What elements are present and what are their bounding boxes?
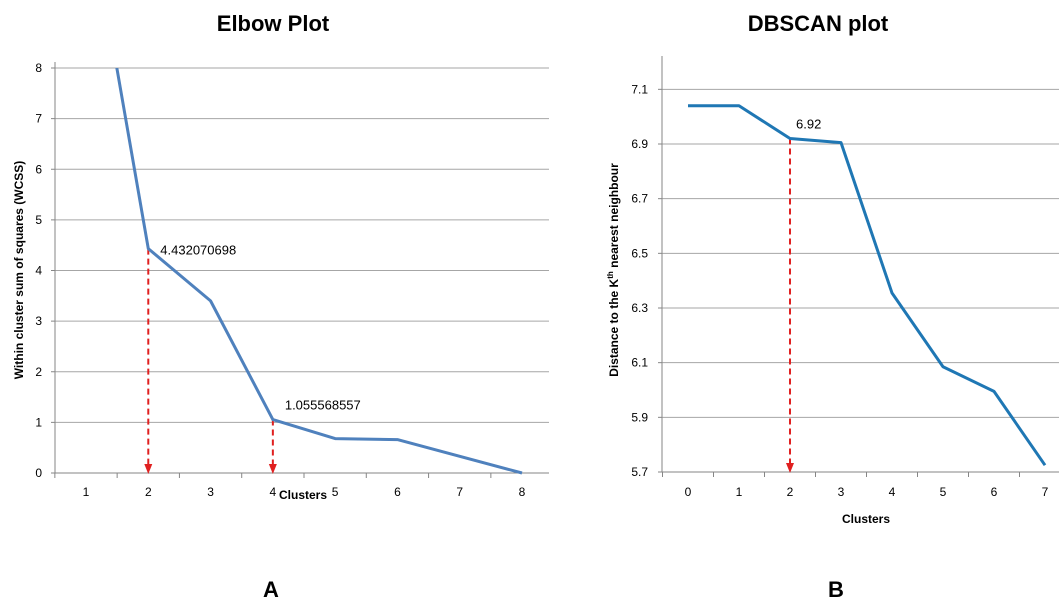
y-tick-label: 6.7 [631,192,648,206]
x-tick-label: 0 [685,485,692,499]
x-tick-label: 6 [394,485,401,499]
panel-label-b: B [828,577,844,602]
x-tick-label: 3 [838,485,845,499]
elbow-plot-title: Elbow Plot [217,11,330,36]
dbscan-plot-axes [661,56,1059,473]
x-tick-label: 5 [940,485,947,499]
y-tick-label: 7.1 [631,82,648,96]
y-axis-label-superscript: th [606,271,615,279]
x-tick-label: 2 [145,485,152,499]
panel-label-a: A [263,577,279,602]
dbscan-plot-series [688,104,1047,467]
dbscan-plot-panel: DBSCAN plot 5.7 5.9 6.1 6.3 6.5 6.7 6.9 7.1 0 1 2… [606,11,1059,602]
y-tick-label: 5 [35,213,42,227]
dbscan-plot-x-axis-label: Clusters [842,512,890,526]
dbscan-plot-drop-lines [786,138,794,473]
x-tick-label: 6 [991,485,998,499]
data-label: 4.432070698 [160,243,236,258]
x-tick-label: 1 [83,485,90,499]
dbscan-plot-gridlines [662,88,1059,473]
elbow-plot-x-axis-label: Clusters [279,488,327,502]
dbscan-plot-y-ticks: 5.7 5.9 6.1 6.3 6.5 6.7 6.9 7.1 [631,82,662,479]
drop-arrowhead [144,464,153,474]
x-tick-label: 7 [456,485,463,499]
y-tick-label: 6.5 [631,246,648,260]
x-tick-label: 8 [519,485,526,499]
elbow-plot-series [115,68,523,475]
x-tick-label: 7 [1042,485,1049,499]
elbow-plot-annotations: 4.432070698 1.055568557 [160,243,360,413]
y-tick-label: 6.9 [631,137,648,151]
elbow-plot-x-ticks: 1 2 3 4 5 6 7 8 [54,473,526,499]
dbscan-plot-y-axis-label: Distance to the Kth nearest neighbour [606,163,621,377]
series-line [115,68,523,475]
y-tick-label: 0 [35,466,42,480]
y-tick-label: 2 [35,365,42,379]
x-tick-label: 2 [787,485,794,499]
elbow-plot-gridlines [55,67,549,474]
y-tick-label: 8 [35,61,42,75]
y-tick-label: 1 [35,415,42,429]
y-tick-label: 5.9 [631,410,648,424]
elbow-plot-panel: Elbow Plot 0 1 2 3 4 5 6 7 8 1 2 3 4 5 6 7 8 4.43207069… [12,11,549,602]
dbscan-plot-annotations: 6.92 [796,117,821,132]
dbscan-plot-title: DBSCAN plot [748,11,889,36]
y-tick-label: 6.3 [631,301,648,315]
y-tick-label: 4 [35,264,42,278]
x-tick-label: 5 [332,485,339,499]
elbow-plot-axes [54,62,549,474]
y-tick-label: 3 [35,314,42,328]
elbow-plot-y-ticks: 0 1 2 3 4 5 6 7 8 [35,61,55,480]
y-axis-label-suffix: nearest neighbour [607,163,621,271]
y-axis-label-prefix: Distance to the K [607,278,621,376]
y-tick-label: 5.7 [631,465,648,479]
y-tick-label: 6 [35,162,42,176]
x-tick-label: 4 [270,485,277,499]
y-tick-label: 7 [35,112,42,126]
drop-arrowhead [268,464,277,474]
x-tick-label: 3 [207,485,214,499]
dbscan-plot-x-ticks: 0 1 2 3 4 5 6 7 [662,472,1049,499]
x-tick-label: 4 [889,485,896,499]
y-tick-label: 6.1 [631,356,648,370]
elbow-plot-drop-lines [144,248,277,474]
x-tick-label: 1 [736,485,743,499]
series-line [688,104,1047,467]
drop-arrowhead [786,463,794,473]
data-label: 1.055568557 [285,398,361,413]
data-label: 6.92 [796,117,821,132]
elbow-plot-y-axis-label: Within cluster sum of squares (WCSS) [12,161,26,380]
